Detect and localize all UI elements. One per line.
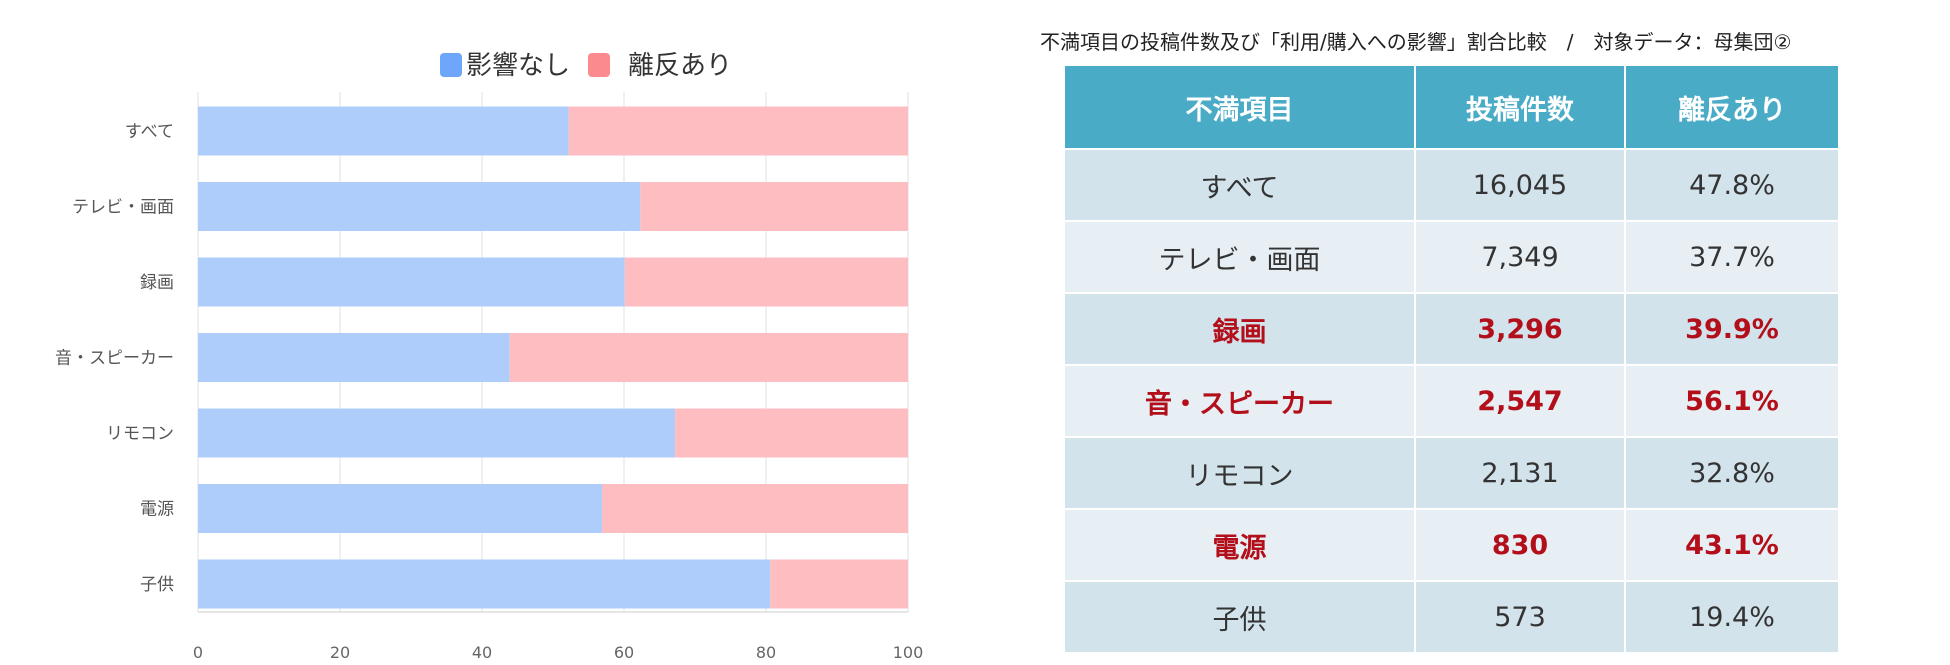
category-label: すべて [125, 122, 174, 142]
category-label: テレビ・画面 [72, 198, 174, 218]
table-body: すべて 16,045 47.8% テレビ・画面 7,349 37.7% 録画 3,296 39.… [1065, 148, 1838, 652]
bar-group [198, 106, 908, 609]
bar-churn [509, 333, 908, 382]
bar-churn [624, 257, 908, 307]
legend-swatch-no-impact [440, 53, 462, 77]
cell-item: テレビ・画面 [1065, 220, 1416, 293]
category-label: 音・スピーカー [55, 349, 174, 369]
cell-count: 3,296 [1415, 292, 1626, 365]
cell-count: 830 [1415, 508, 1626, 581]
cell-count: 2,131 [1415, 436, 1626, 509]
cell-rate: 47.8% [1625, 148, 1838, 221]
legend-label-no-impact: 影響なし [466, 51, 570, 81]
legend-label-churn: 離反あり [628, 51, 732, 81]
table-row: 電源 830 43.1% [1065, 508, 1838, 581]
x-tick-label: 60 [614, 643, 634, 662]
bar-churn [675, 408, 908, 458]
table-row: すべて 16,045 47.8% [1065, 148, 1838, 221]
category-label: 電源 [140, 500, 174, 520]
cell-item: 電源 [1065, 508, 1416, 581]
cell-rate: 32.8% [1625, 436, 1838, 509]
cell-rate: 43.1% [1625, 508, 1838, 581]
table-row: 音・スピーカー 2,547 56.1% [1065, 364, 1838, 437]
bar-churn [640, 182, 908, 231]
x-tick-label: 80 [756, 643, 776, 662]
category-label: リモコン [106, 424, 174, 444]
cell-count: 16,045 [1415, 148, 1626, 221]
category-label: 録画 [140, 273, 174, 293]
table-title: 不満項目の投稿件数及び「利用/購入への影響」割合比較 / 対象データ：母集団② [1040, 30, 1792, 54]
bar-no-impact [198, 257, 625, 307]
bar-no-impact [198, 559, 771, 609]
table-row: テレビ・画面 7,349 37.7% [1065, 220, 1838, 293]
data-table: 不満項目 投稿件数 離反あり すべて 16,045 47.8% テレビ・画面 7,349… [1065, 66, 1838, 652]
x-tick-label: 20 [330, 643, 350, 662]
cell-rate: 56.1% [1625, 364, 1838, 437]
cell-count: 2,547 [1415, 364, 1626, 437]
cell-rate: 39.9% [1625, 292, 1838, 365]
x-axis-ticks: 0 20 40 60 80 100 [193, 643, 923, 662]
chart-legend: 影響なし 離反あり [440, 51, 732, 81]
bar-no-impact [198, 408, 676, 458]
bar-no-impact [198, 333, 510, 382]
table-row: リモコン 2,131 32.8% [1065, 436, 1838, 509]
bar-no-impact [198, 106, 569, 156]
cell-item: すべて [1065, 148, 1416, 221]
cell-item: 録画 [1065, 292, 1416, 365]
header-rate: 離反あり [1625, 66, 1838, 149]
category-label: 子供 [140, 575, 174, 595]
bar-no-impact [198, 182, 641, 231]
cell-rate: 19.4% [1625, 580, 1838, 652]
cell-item: 音・スピーカー [1065, 364, 1416, 437]
bar-no-impact [198, 484, 602, 533]
bar-churn [601, 484, 908, 533]
cell-item: リモコン [1065, 436, 1416, 509]
bar-churn [568, 106, 908, 156]
legend-swatch-churn [588, 53, 610, 77]
table-row: 録画 3,296 39.9% [1065, 292, 1838, 365]
cell-count: 573 [1415, 580, 1626, 652]
header-item: 不満項目 [1065, 66, 1416, 149]
cell-item: 子供 [1065, 580, 1416, 652]
cell-rate: 37.7% [1625, 220, 1838, 293]
x-tick-label: 40 [472, 643, 492, 662]
x-tick-label: 0 [193, 643, 203, 662]
table-row: 子供 573 19.4% [1065, 580, 1838, 652]
cell-count: 7,349 [1415, 220, 1626, 293]
bar-churn [770, 559, 908, 609]
table-header-row: 不満項目 投稿件数 離反あり [1065, 66, 1838, 149]
header-count: 投稿件数 [1415, 66, 1626, 149]
x-tick-label: 100 [893, 643, 924, 662]
